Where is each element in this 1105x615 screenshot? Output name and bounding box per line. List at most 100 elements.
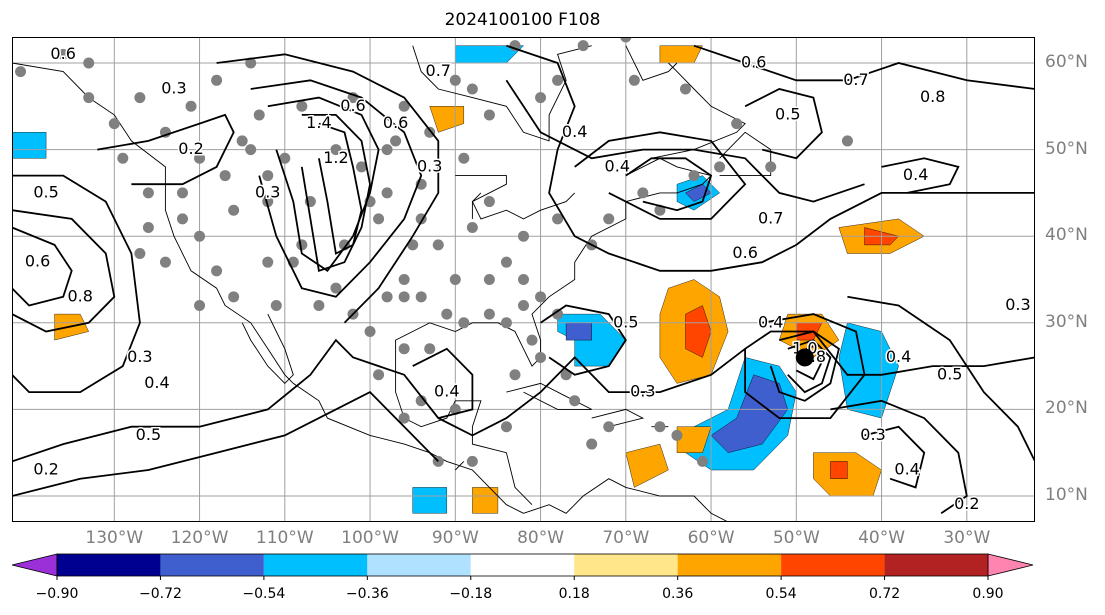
- contour-line: [625, 157, 713, 212]
- colorbar-segment: [57, 554, 161, 576]
- contour-label: 0.7: [426, 61, 451, 80]
- station-dot: [398, 412, 410, 424]
- station-dot: [483, 109, 495, 121]
- station-dot: [535, 92, 547, 104]
- station-dot: [262, 256, 274, 268]
- contour-label: 0.2: [178, 139, 203, 158]
- station-dot: [373, 213, 385, 225]
- lon-label: 50°W: [772, 528, 820, 548]
- station-dot: [228, 204, 240, 216]
- contour-label: 0.4: [434, 382, 459, 401]
- contour-label: 0.8: [920, 87, 945, 106]
- station-dot: [671, 429, 683, 441]
- colorbar-tick-label: −0.54: [242, 586, 286, 602]
- contour-line: [744, 313, 866, 419]
- station-dot: [177, 187, 188, 199]
- station-dot: [245, 57, 257, 69]
- anomaly-region: [685, 305, 712, 358]
- station-dot: [518, 299, 529, 311]
- station-dot: [364, 325, 376, 337]
- station-dot: [688, 170, 700, 182]
- coastline: [625, 45, 678, 81]
- lon-label: 80°W: [517, 528, 565, 548]
- contour-label: 0.4: [758, 312, 783, 331]
- colorbar-tick-label: −0.36: [345, 586, 389, 602]
- contour-label: 0.2: [33, 460, 58, 479]
- contour-label: 0.4: [605, 156, 630, 175]
- coastline: [454, 461, 465, 471]
- anomaly-region: [472, 487, 499, 514]
- contour-label: 0.5: [613, 312, 638, 331]
- station-dot: [313, 299, 325, 311]
- contour-label: 1.4: [306, 113, 331, 132]
- contour-label: 0.6: [732, 243, 757, 262]
- station-dot: [466, 83, 478, 95]
- station-dot: [577, 40, 589, 52]
- coastline: [412, 45, 592, 142]
- station-dot: [381, 291, 393, 303]
- station-dot: [500, 421, 512, 433]
- contour-label: 0.3: [255, 182, 280, 201]
- colorbar-tick-label: 0.54: [765, 586, 797, 602]
- contour-line: [12, 174, 141, 393]
- colorbar-segment: [677, 554, 782, 576]
- contour-label: 0.3: [161, 78, 186, 97]
- storm-center-marker[interactable]: [795, 348, 814, 367]
- contour-line: [881, 157, 960, 194]
- colorbar-extend-max: [987, 553, 1034, 577]
- station-dot: [637, 187, 649, 199]
- lon-label: 60°W: [687, 528, 735, 548]
- coastline: [591, 408, 645, 428]
- station-dot: [415, 395, 427, 407]
- lon-label: 130°W: [85, 528, 144, 548]
- station-dot: [586, 438, 598, 450]
- contour-line: [574, 131, 747, 220]
- colorbar-segment: [781, 554, 885, 576]
- lon-label: 110°W: [255, 528, 314, 548]
- station-dot: [518, 274, 529, 285]
- contour-line: [864, 425, 926, 489]
- contour-label: 1.2: [323, 148, 348, 167]
- anomaly-region: [830, 461, 848, 479]
- contour-label: 0.6: [50, 44, 75, 63]
- contour-label: 0.4: [886, 347, 911, 366]
- lat-label: 50°N: [1045, 138, 1088, 159]
- station-dot: [415, 291, 427, 303]
- station-dot: [159, 256, 171, 268]
- station-dot: [765, 161, 777, 173]
- coastline: [523, 478, 729, 522]
- contour-line: [412, 347, 474, 419]
- station-dot: [219, 170, 231, 182]
- colorbar-segment: [470, 554, 575, 576]
- contour-label: 0.4: [562, 122, 587, 141]
- station-dot: [603, 421, 615, 433]
- gridlines: [12, 37, 1035, 522]
- contour-line: [769, 330, 840, 402]
- station-dot: [424, 343, 436, 355]
- station-dot: [330, 144, 342, 156]
- contour-label: 0.2: [954, 494, 979, 513]
- station-dot: [449, 274, 461, 285]
- station-dot: [262, 170, 274, 182]
- anomaly-region: [565, 322, 592, 341]
- station-dot: [398, 291, 410, 303]
- lon-label: 100°W: [341, 528, 399, 548]
- station-dot: [57, 48, 69, 60]
- contour-label: 0.4: [903, 165, 928, 184]
- station-dot: [714, 161, 726, 173]
- contour-label: 0.3: [630, 382, 655, 401]
- station-dot: [211, 265, 223, 277]
- station-dot: [245, 144, 257, 156]
- contour-label: 0.6: [741, 52, 766, 71]
- station-dot: [483, 274, 495, 285]
- contour-line: [540, 304, 627, 376]
- station-dot: [390, 135, 402, 147]
- lon-label: 90°W: [431, 528, 479, 548]
- station-dot: [142, 187, 154, 199]
- lon-label: 70°W: [602, 528, 650, 548]
- station-dot: [441, 308, 453, 320]
- contour-line: [267, 96, 380, 273]
- coastline: [471, 192, 482, 219]
- map-canvas[interactable]: 0.6 0.3 0.2 1.4 1.2 0.6 0.6 0.3 0.3 0.5 0.6 0.8 0.3 0…: [12, 37, 1035, 522]
- station-dot: [509, 369, 521, 381]
